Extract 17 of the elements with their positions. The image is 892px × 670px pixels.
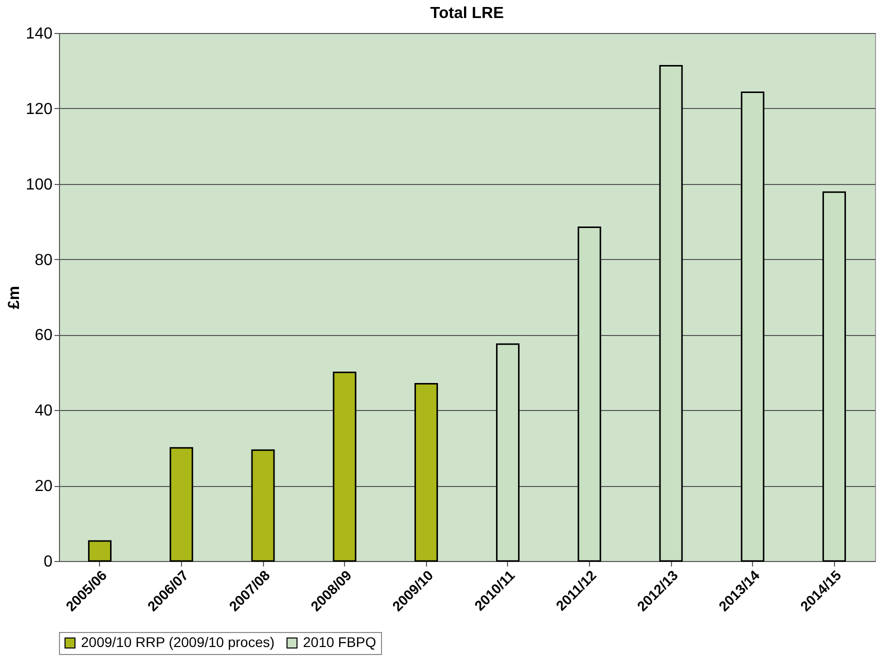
y-tick-label: 120 — [26, 100, 53, 118]
bar — [332, 372, 356, 562]
bar — [251, 449, 275, 562]
y-tick-label: 140 — [26, 26, 53, 42]
legend-label: 2010 FBPQ — [303, 634, 376, 650]
y-axis-title: £m — [6, 286, 23, 310]
y-tick-label: 100 — [26, 176, 53, 194]
y-tick-label: 80 — [34, 252, 53, 269]
y-tick-label: 20 — [34, 478, 53, 496]
bar — [170, 447, 194, 562]
bar — [414, 382, 438, 562]
bar — [88, 540, 112, 562]
y-tick-label: 60 — [34, 327, 53, 344]
legend-label: 2009/10 RRP (2009/10 proces) — [81, 634, 275, 650]
y-tick-label: 40 — [34, 402, 53, 420]
y-tick-label: 0 — [44, 554, 53, 570]
chart-title: Total LRE — [430, 5, 504, 22]
